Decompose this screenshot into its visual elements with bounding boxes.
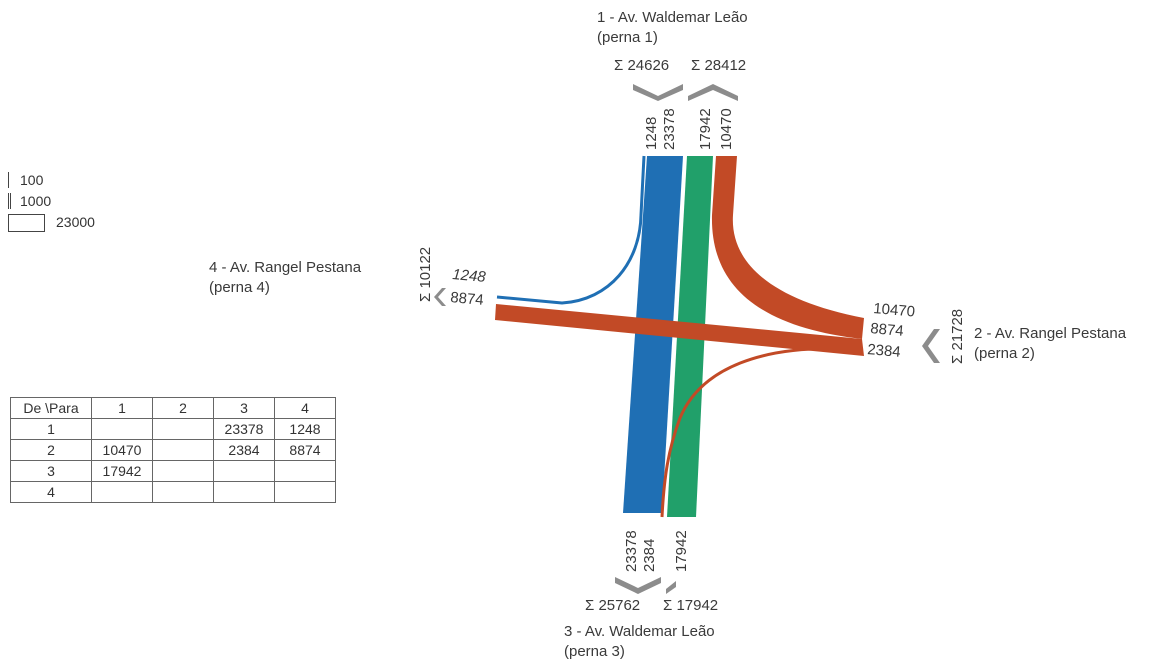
legend-label: 1000	[20, 193, 52, 209]
west-leg-sub: (perna 4)	[209, 279, 270, 296]
table-cell	[91, 418, 153, 440]
north-flow-label: 23378	[661, 108, 678, 150]
table-row: 4	[10, 481, 336, 503]
south-leg-sub: (perna 3)	[564, 643, 625, 660]
west-flow-label: 1248	[452, 266, 487, 286]
north-leg-sub: (perna 1)	[597, 29, 658, 46]
header-cell: 4	[274, 397, 336, 419]
south-in-chevron	[615, 577, 661, 594]
south-flow-label: 2384	[641, 539, 658, 572]
west-flow-label: 8874	[450, 289, 485, 309]
table-cell: 17942	[91, 460, 153, 482]
east-flow-label: 2384	[867, 341, 902, 361]
west-chevron	[434, 288, 446, 306]
west-leg-name: 4 - Av. Rangel Pestana	[209, 259, 362, 276]
legend-swatch	[8, 172, 9, 188]
table-cell	[274, 481, 336, 503]
flow-1-to-4	[496, 155, 646, 305]
east-leg-name: 2 - Av. Rangel Pestana	[974, 325, 1127, 342]
north-in-chevron	[633, 84, 683, 101]
table-cell: 10470	[91, 439, 153, 461]
south-leg-name: 3 - Av. Waldemar Leão	[564, 623, 715, 640]
table-cell: 2384	[213, 439, 275, 461]
od-matrix-table: De \Para 1 2 3 4 1 23378 1248 2 10470 23…	[10, 397, 336, 503]
south-sum-in: Σ 25762	[585, 597, 640, 614]
north-out-chevron	[688, 84, 738, 101]
table-cell	[152, 418, 214, 440]
legend-label: 23000	[56, 214, 95, 230]
south-flow-label: 17942	[673, 530, 690, 572]
table-cell	[152, 439, 214, 461]
table-cell: 2	[10, 439, 92, 461]
table-row: 1 23378 1248	[10, 418, 336, 440]
table-cell	[152, 460, 214, 482]
table-cell	[213, 460, 275, 482]
north-leg-name: 1 - Av. Waldemar Leão	[597, 9, 748, 26]
north-sum-out: Σ 28412	[691, 57, 746, 74]
south-sum-out: Σ 17942	[663, 597, 718, 614]
east-flow-label: 10470	[873, 300, 916, 321]
west-sum: Σ 10122	[417, 247, 434, 302]
table-cell	[274, 460, 336, 482]
north-flow-label: 10470	[718, 108, 735, 150]
table-row: 2 10470 2384 8874	[10, 439, 336, 461]
north-flow-label: 17942	[697, 108, 714, 150]
south-out-chevron	[666, 581, 676, 594]
table-cell	[91, 481, 153, 503]
east-leg-sub: (perna 2)	[974, 345, 1035, 362]
table-cell: 8874	[274, 439, 336, 461]
header-cell: 2	[152, 397, 214, 419]
table-row: 3 17942	[10, 460, 336, 482]
table-cell	[152, 481, 214, 503]
table-cell: 1	[10, 418, 92, 440]
table-header-row: De \Para 1 2 3 4	[10, 397, 336, 419]
header-cell: 1	[91, 397, 153, 419]
table-cell: 3	[10, 460, 92, 482]
flow-2-to-4	[495, 304, 864, 356]
flow-2-to-1	[711, 156, 864, 339]
legend-swatch	[8, 193, 11, 209]
north-flow-label: 1248	[643, 117, 660, 150]
header-cell: 3	[213, 397, 275, 419]
east-flow-label: 8874	[870, 320, 905, 340]
table-cell: 23378	[213, 418, 275, 440]
table-cell: 4	[10, 481, 92, 503]
north-sum-in: Σ 24626	[614, 57, 669, 74]
table-cell: 1248	[274, 418, 336, 440]
header-cell: De \Para	[10, 397, 92, 419]
flow-2-to-3	[660, 347, 863, 518]
east-chevron	[922, 329, 940, 363]
legend-swatch	[8, 214, 45, 232]
table-cell	[213, 481, 275, 503]
legend-label: 100	[20, 172, 44, 188]
east-sum: Σ 21728	[949, 309, 966, 364]
south-flow-label: 23378	[623, 530, 640, 572]
